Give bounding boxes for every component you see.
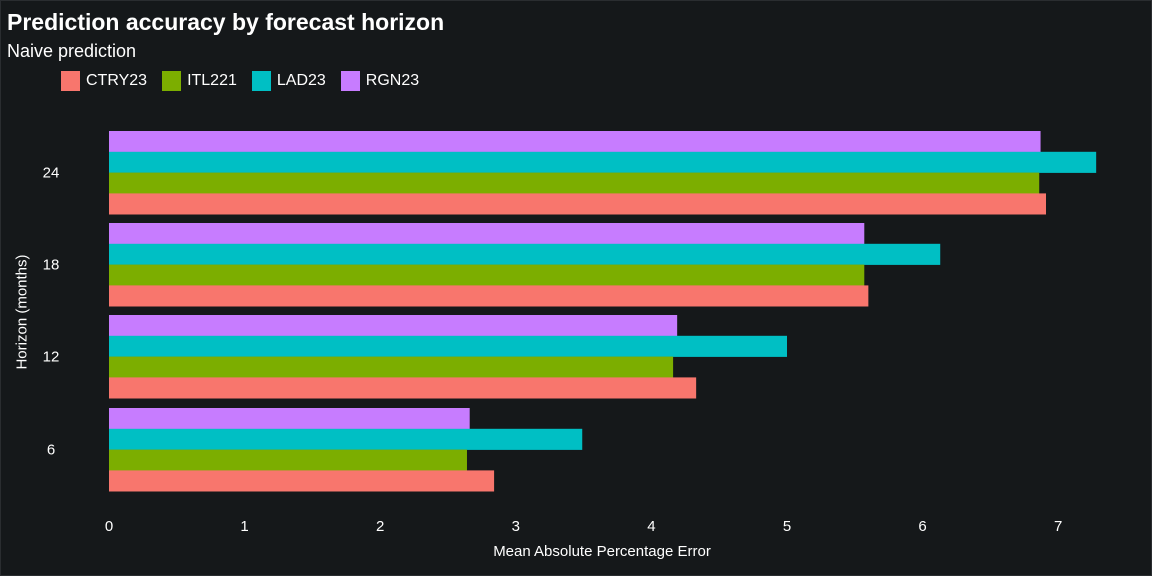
chart-subtitle: Naive prediction xyxy=(7,41,137,61)
legend-label-itl221: ITL221 xyxy=(187,72,237,89)
x-tick-label-6: 6 xyxy=(918,518,926,535)
y-tick-label-12: 12 xyxy=(43,349,60,366)
legend-swatch-itl221 xyxy=(162,71,182,91)
bar-itl221-h24 xyxy=(109,172,1040,194)
legend-swatch-rgn23 xyxy=(340,71,360,91)
legend-item-rgn23: RGN23 xyxy=(340,71,420,91)
bar-rgn23-h12 xyxy=(109,315,678,337)
bar-rgn23-h24 xyxy=(109,131,1041,153)
legend-label-ctry23: CTRY23 xyxy=(86,72,148,89)
y-tick-label-6: 6 xyxy=(47,442,55,459)
bar-ctry23-h12 xyxy=(109,377,697,399)
x-tick-label-4: 4 xyxy=(647,518,655,535)
legend-swatch-ctry23 xyxy=(61,71,80,91)
legend-label-rgn23: RGN23 xyxy=(365,72,420,89)
bar-ctry23-h24 xyxy=(109,193,1046,215)
x-tick-label-3: 3 xyxy=(512,518,520,535)
legend: CTRY23 ITL221 LAD23 RGN23 xyxy=(61,71,434,91)
x-axis-label: Mean Absolute Percentage Error xyxy=(493,543,711,560)
bar-rgn23-h6 xyxy=(109,408,470,430)
legend-swatch-lad23 xyxy=(251,71,271,91)
bar-rgn23-h18 xyxy=(109,223,865,245)
legend-item-itl221: ITL221 xyxy=(162,71,237,91)
x-tick-label-5: 5 xyxy=(783,518,791,535)
legend-item-ctry23: CTRY23 xyxy=(61,71,147,91)
x-tick-label-1: 1 xyxy=(240,518,248,535)
legend-item-lad23: LAD23 xyxy=(251,71,326,91)
bar-itl221-h18 xyxy=(109,264,865,286)
y-tick-label-24: 24 xyxy=(43,165,60,182)
bar-itl221-h6 xyxy=(109,449,467,471)
chart-title: Prediction accuracy by forecast horizon xyxy=(7,9,445,35)
bar-ctry23-h6 xyxy=(109,470,495,492)
y-tick-label-18: 18 xyxy=(43,257,60,274)
bar-lad23-h24 xyxy=(109,151,1097,173)
x-tick-label-7: 7 xyxy=(1054,518,1062,535)
bar-lad23-h12 xyxy=(109,335,787,357)
x-tick-label-0: 0 xyxy=(105,518,113,535)
bar-itl221-h12 xyxy=(109,356,674,378)
bar-lad23-h18 xyxy=(109,243,941,265)
legend-label-lad23: LAD23 xyxy=(276,72,326,89)
x-tick-label-2: 2 xyxy=(376,518,384,535)
bar-lad23-h6 xyxy=(109,428,583,450)
bar-ctry23-h18 xyxy=(109,285,869,307)
